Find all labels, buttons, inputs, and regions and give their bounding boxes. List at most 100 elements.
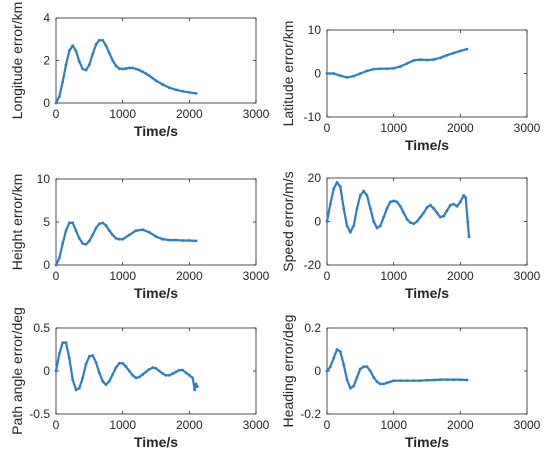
data-point [121, 237, 125, 241]
data-point [167, 86, 171, 90]
data-point [61, 80, 65, 84]
data-point [117, 361, 121, 365]
data-point [131, 66, 135, 70]
data-point [64, 229, 68, 233]
data-point [466, 220, 470, 223]
data-point [194, 239, 198, 243]
data-point [141, 70, 145, 74]
data-point [325, 220, 329, 223]
data-point [358, 367, 362, 371]
data-point [177, 368, 181, 372]
data-point [74, 229, 78, 233]
data-point [117, 237, 121, 241]
data-point [141, 228, 145, 232]
y-axis-label: Height error/km [9, 174, 25, 270]
data-point [335, 180, 339, 184]
data-point [412, 59, 416, 62]
data-point [87, 63, 91, 67]
data-point [452, 51, 456, 55]
x-tick-label: 0 [53, 107, 60, 121]
data-point [151, 76, 155, 80]
data-point [452, 378, 456, 381]
series-line [325, 47, 469, 79]
data-point [445, 209, 449, 213]
x-tick-label: 2000 [176, 269, 203, 283]
data-point [154, 367, 158, 370]
data-point [395, 200, 399, 204]
data-point [114, 236, 118, 240]
y-tick-label: 0.5 [33, 321, 50, 335]
data-point [137, 68, 141, 72]
data-point [187, 90, 191, 94]
y-tick-label: 0.2 [304, 321, 321, 335]
data-point [61, 341, 65, 345]
data-point [184, 371, 188, 375]
data-point [398, 204, 402, 208]
data-point [94, 43, 98, 46]
x-axis-label: Time/s [405, 137, 449, 153]
data-point [164, 373, 168, 377]
data-point [368, 369, 372, 373]
data-point [84, 68, 88, 72]
data-point [114, 366, 118, 369]
data-point [77, 386, 81, 390]
x-axis-label: Time/s [405, 434, 449, 450]
data-point [458, 378, 462, 381]
x-tick-label: 1000 [109, 418, 136, 432]
data-point [71, 221, 75, 225]
data-point [408, 221, 412, 224]
data-point [97, 371, 101, 375]
data-point [111, 59, 115, 62]
y-tick-label: -10 [304, 110, 322, 124]
data-point [372, 376, 376, 379]
data-point [362, 365, 366, 369]
data-point [193, 388, 197, 392]
data-point [107, 51, 111, 55]
x-tick-label: 0 [324, 121, 331, 135]
data-point [352, 224, 356, 228]
data-point [154, 235, 158, 239]
data-point [325, 72, 329, 75]
data-point [54, 101, 58, 105]
data-point [84, 362, 88, 366]
data-point [187, 239, 191, 242]
subplot-3: 0 1000 2000 3000 0 5 10 Time/s Height error/km [9, 172, 270, 301]
data-point [448, 203, 452, 207]
x-tick-label: 0 [53, 269, 60, 283]
data-point [134, 229, 138, 233]
data-point [445, 53, 449, 57]
data-point [107, 229, 111, 233]
data-point [432, 207, 436, 210]
data-point [167, 373, 171, 377]
data-point [147, 367, 151, 371]
data-point [438, 56, 442, 60]
x-tick-label: 0 [324, 418, 331, 432]
data-point [338, 350, 342, 354]
y-tick-label: 5 [43, 215, 50, 229]
data-point [194, 382, 198, 386]
data-point [332, 356, 336, 360]
data-point [412, 222, 416, 226]
data-point [61, 242, 65, 245]
data-point [64, 341, 68, 345]
data-point [174, 370, 178, 374]
data-point [97, 222, 101, 226]
data-point [157, 369, 161, 373]
data-point [54, 263, 58, 267]
data-point [114, 64, 118, 68]
data-point [405, 379, 409, 383]
x-tick-label: 3000 [243, 269, 270, 283]
data-point [87, 239, 91, 243]
data-point [154, 79, 158, 83]
x-tick-label: 0 [53, 418, 60, 432]
x-tick-label: 2000 [447, 269, 474, 283]
data-point [388, 200, 392, 204]
data-point [328, 365, 332, 369]
x-tick-label: 3000 [514, 121, 541, 135]
y-axis-label: Path angle error/deg [9, 307, 25, 435]
x-tick-label: 3000 [243, 107, 270, 121]
x-tick-label: 1000 [380, 269, 407, 283]
x-axis-label: Time/s [134, 434, 178, 450]
data-point [101, 38, 105, 42]
data-point [355, 207, 359, 210]
